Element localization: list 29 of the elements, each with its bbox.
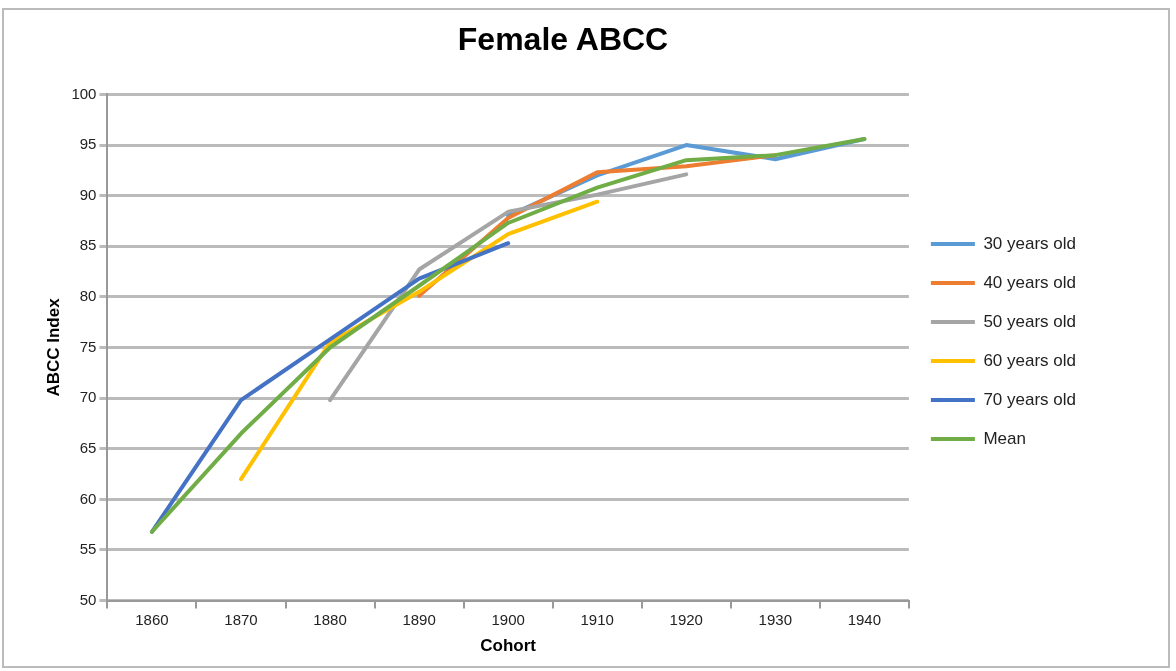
x-tick-label: 1920 xyxy=(669,610,703,628)
legend-label: 50 years old xyxy=(983,311,1077,331)
y-tick-label: 70 xyxy=(79,388,97,406)
y-tick-label: 80 xyxy=(79,287,97,305)
legend-label: Mean xyxy=(983,428,1026,448)
x-tick-label: 1900 xyxy=(491,610,525,628)
legend-label: 70 years old xyxy=(983,389,1077,409)
y-tick-label: 75 xyxy=(79,337,97,355)
legend-label: 60 years old xyxy=(983,350,1077,370)
y-tick-label: 65 xyxy=(79,438,97,456)
x-tick-label: 1930 xyxy=(758,610,792,628)
y-tick-label: 50 xyxy=(79,590,97,608)
y-tick-label: 90 xyxy=(79,185,97,203)
x-tick-label: 1880 xyxy=(313,610,347,628)
legend-label: 30 years old xyxy=(983,233,1077,253)
x-tick-label: 1910 xyxy=(580,610,614,628)
y-tick-label: 100 xyxy=(71,84,97,102)
y-tick-label: 55 xyxy=(79,540,97,558)
y-axis-title: ABCC Index xyxy=(43,297,63,397)
x-tick-label: 1940 xyxy=(847,610,882,628)
y-tick-label: 85 xyxy=(79,236,97,254)
x-tick-label: 1870 xyxy=(224,610,258,628)
chart-title: Female ABCC xyxy=(457,21,669,58)
y-tick-label: 60 xyxy=(79,489,97,507)
x-axis-title: Cohort xyxy=(480,636,537,656)
legend-label: 40 years old xyxy=(983,272,1077,292)
x-tick-label: 1860 xyxy=(135,610,169,628)
x-tick-label: 1890 xyxy=(402,610,436,628)
y-tick-label: 95 xyxy=(79,135,97,153)
